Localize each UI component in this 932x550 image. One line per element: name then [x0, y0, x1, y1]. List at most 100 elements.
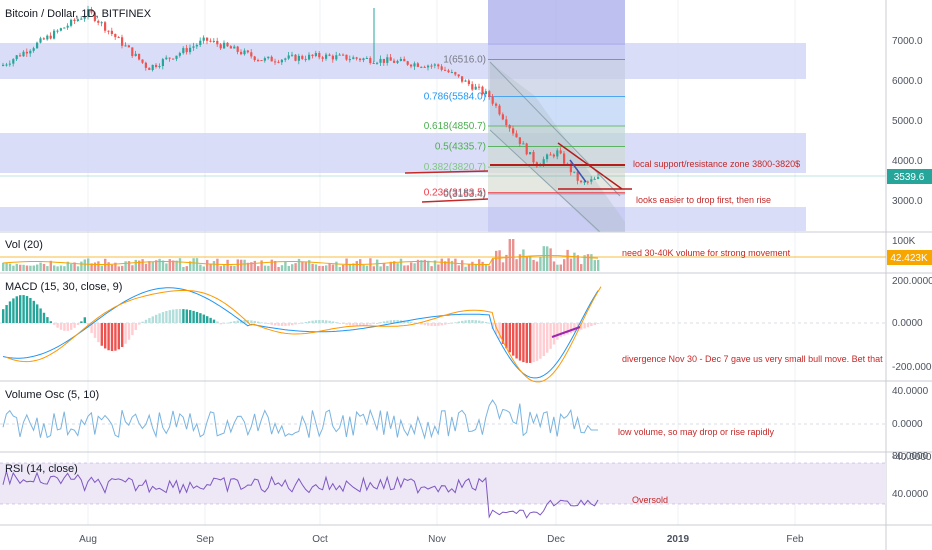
candle-body [90, 9, 93, 13]
volume-bar [172, 260, 175, 271]
annotation-support-zone: local support/resistance zone 3800-3820$ [633, 159, 800, 169]
volume-bar [192, 258, 195, 271]
volume-bar [161, 260, 165, 271]
candle-body [379, 58, 382, 63]
candle-body [243, 50, 246, 55]
volume-bar [396, 263, 399, 271]
candle-body [563, 153, 566, 164]
macd-bar [552, 323, 556, 345]
macd-bar [178, 309, 182, 323]
price-tick-4: 3000.0 [892, 196, 923, 207]
candle-body [583, 181, 586, 183]
volume-bar [165, 263, 168, 271]
macd-bar [430, 323, 433, 326]
price-candles [2, 5, 600, 186]
macd-bar [192, 310, 195, 323]
macd-tick-2: 0.0000 [892, 318, 923, 329]
volume-osc-line [2, 399, 598, 440]
macd-bar [478, 320, 481, 323]
time-label-4: Dec [547, 534, 565, 545]
volume-bar [267, 265, 270, 271]
volume-bar [437, 264, 440, 271]
volume-bar [389, 261, 392, 271]
volosc-tick-3: -40.0000 [892, 452, 932, 463]
macd-bar [229, 321, 233, 323]
candle-body [121, 37, 124, 46]
volume-bar [342, 264, 345, 271]
volume-bar [80, 261, 83, 271]
macd-bar [168, 310, 171, 323]
volume-bar [420, 260, 423, 271]
candle-body [569, 163, 572, 173]
macd-bar [396, 320, 399, 323]
volume-bar [433, 260, 437, 271]
volume-bar [182, 266, 185, 271]
candle-body [223, 42, 226, 49]
candle-body [464, 80, 467, 82]
volume-bar [246, 262, 250, 271]
fib-label-4: 0.382(3820.7) [424, 162, 486, 173]
macd-bar [148, 318, 151, 323]
volume-bar [22, 264, 25, 271]
volume-bar [586, 254, 590, 271]
macd-bar [42, 312, 46, 323]
candle-body [420, 66, 423, 68]
volume-bar [318, 265, 321, 271]
macd-signal-line [5, 286, 602, 383]
macd-bar [342, 323, 345, 324]
candle-body [413, 63, 416, 67]
candle-body [202, 37, 205, 41]
volume-bar [148, 261, 151, 271]
trend-line-down [557, 142, 623, 190]
macd-bar [338, 323, 341, 324]
macd-bar [144, 319, 148, 323]
candle-body [440, 66, 443, 70]
macd-bar [403, 320, 406, 323]
volume-bar [93, 262, 97, 271]
volume-bar [138, 260, 141, 271]
macd-tick-3: -200.0000 [892, 362, 932, 373]
candle-body [481, 86, 484, 95]
macd-bar [46, 317, 49, 323]
candle-body [267, 56, 270, 59]
candle-body [182, 48, 185, 54]
volume-bar [76, 266, 80, 271]
volume-bar [253, 260, 256, 271]
zone-upper [0, 43, 806, 79]
macd-bar [263, 323, 267, 324]
volume-bar [440, 258, 443, 271]
macd-bar [134, 323, 137, 330]
price-tick-1: 6000.0 [892, 76, 923, 87]
last-price-label: 3539.6 [894, 172, 925, 183]
macd-bar [410, 322, 413, 323]
macd-bar [240, 320, 243, 323]
volume-bar [335, 261, 338, 271]
macd-bar [382, 321, 386, 323]
macd-bar [76, 323, 80, 325]
candle-body [532, 152, 535, 163]
candle-body [410, 64, 413, 67]
symbol-title: Bitcoin / Dollar, 1D, BITFINEX [5, 8, 152, 20]
candle-body [505, 119, 508, 126]
candle-body [427, 65, 430, 68]
volume-bar [505, 254, 508, 271]
candle-body [352, 57, 355, 60]
macd-bar [556, 323, 559, 340]
volume-bar [427, 260, 430, 271]
macd-bar [328, 320, 331, 323]
candle-body [15, 55, 18, 60]
candle-body [134, 53, 137, 57]
candle-body [12, 59, 15, 64]
macd-bar [66, 323, 69, 331]
candle-body [229, 46, 232, 49]
candle-body [308, 54, 311, 60]
macd-bar [427, 323, 430, 326]
volume-bar [257, 266, 260, 271]
candle-body [5, 64, 8, 66]
candle-body [117, 37, 120, 39]
macd-divergence-line [551, 326, 581, 338]
candle-body [495, 103, 498, 106]
macd-histogram [2, 295, 600, 363]
macd-bar [508, 323, 511, 353]
